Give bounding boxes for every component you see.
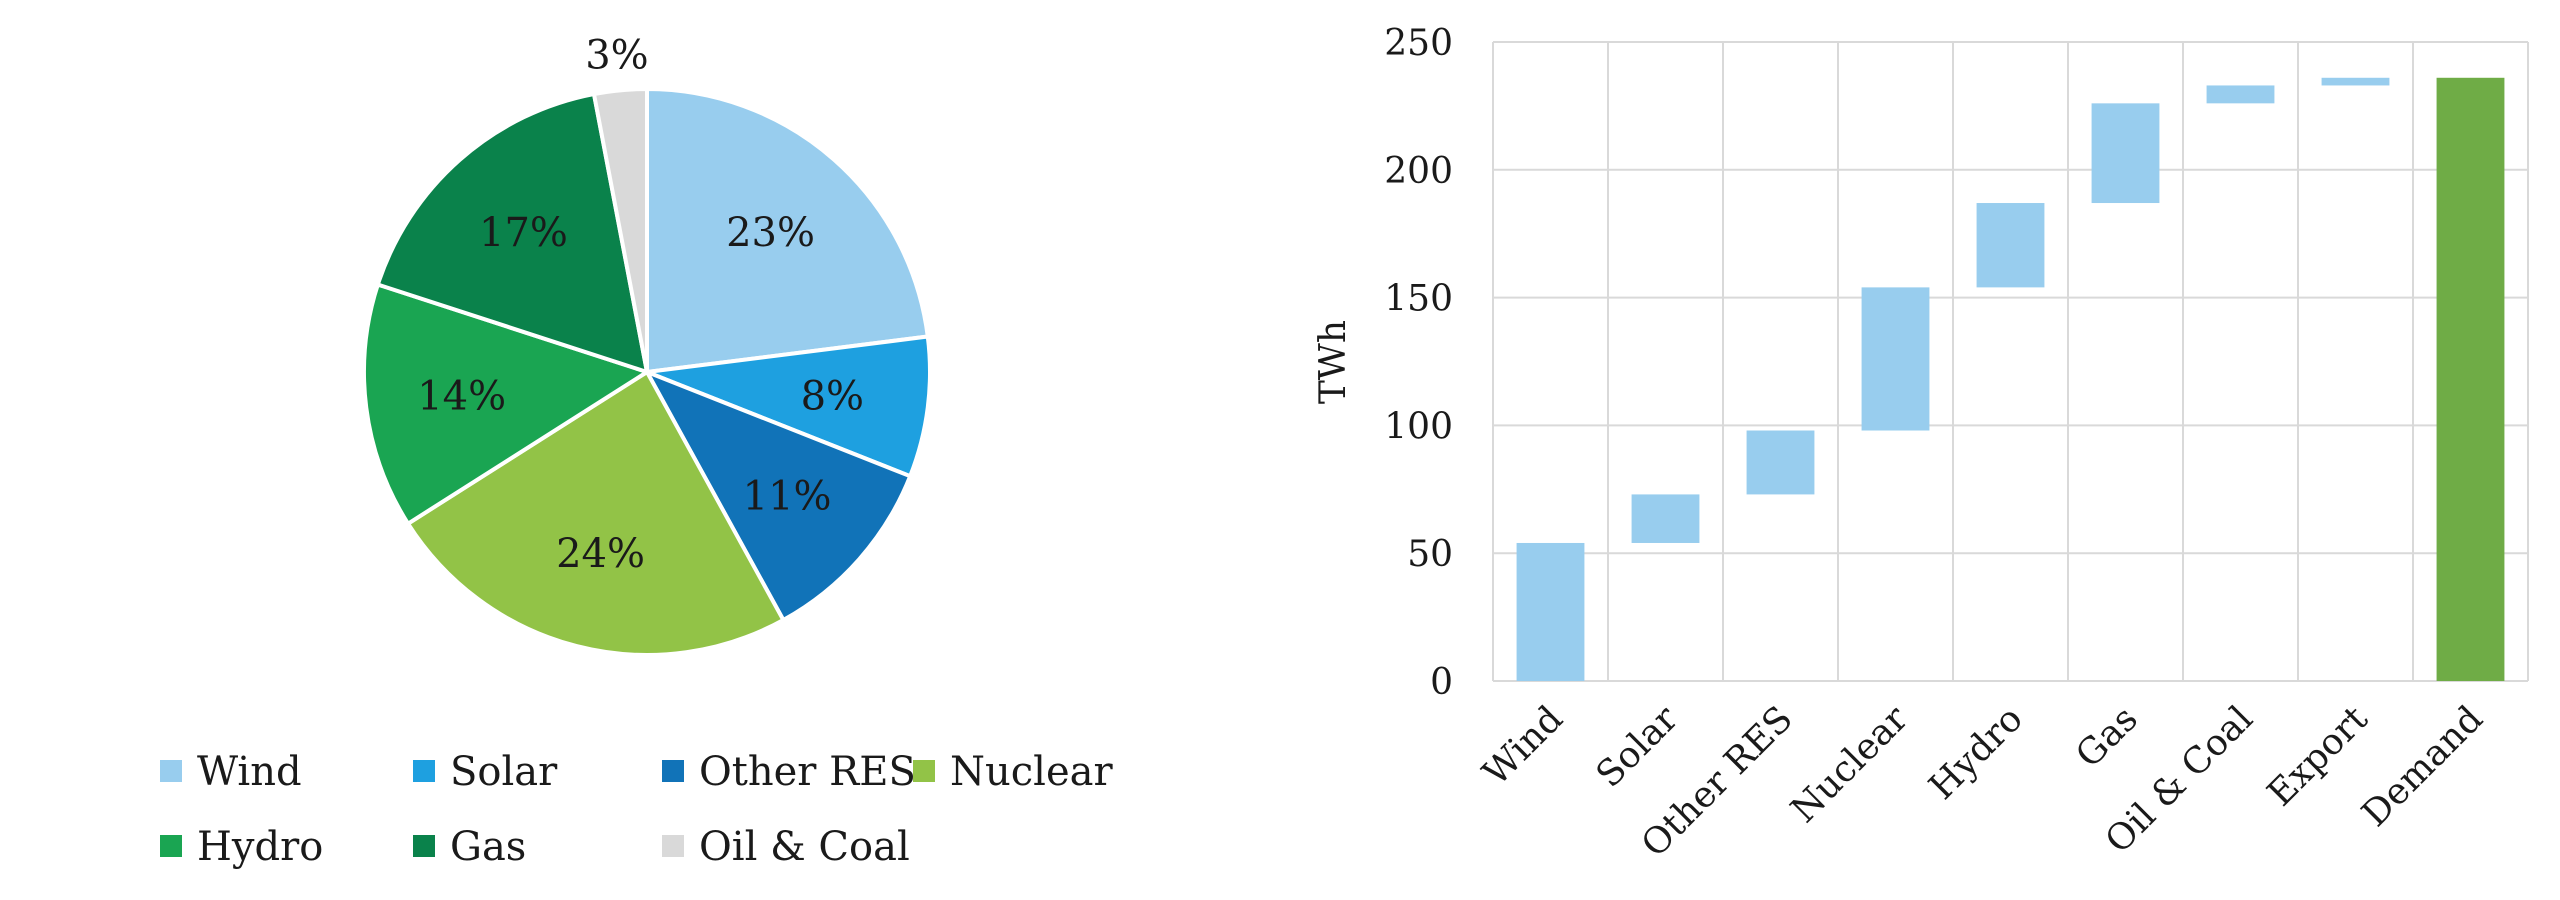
legend-label-other-res: Other RES (699, 749, 916, 795)
bar-export (2321, 77, 2390, 86)
bar-demand (2436, 77, 2505, 681)
legend-label-nuclear: Nuclear (950, 749, 1113, 795)
pie-chart: 23% 8% 11% 24% 14% 17% 3% Wind Solar Other RES Nu… (160, 32, 1113, 870)
pie-chart-panel: 23% 8% 11% 24% 14% 17% 3% Wind Solar Other RES Nu… (160, 32, 1113, 870)
bar-wind (1516, 542, 1585, 681)
legend-label-wind: Wind (197, 749, 302, 795)
y-axis-title: TWh (1313, 320, 1354, 404)
pie-slice-other-res (642, 368, 913, 623)
pie-slice-oil-and-coal (591, 86, 649, 373)
x-tick-label-export: Export (2260, 698, 2376, 814)
legend-label-oil-and-coal: Oil & Coal (699, 824, 910, 870)
pie-label-nuclear: 24% (556, 531, 645, 577)
x-tick-label-wind: Wind (1475, 698, 1571, 794)
x-tick-label-demand: Demand (2354, 698, 2490, 834)
bar-hydro (1976, 203, 2045, 288)
y-tick-label: 100 (1384, 406, 1453, 447)
waterfall-chart-panel: 0 50 100 150 200 250 Wind Solar Other RES Nuclea… (1300, 0, 2560, 900)
x-tick-label-nuclear: Nuclear (1783, 698, 1916, 831)
legend-swatch-other-res (662, 760, 684, 782)
legend-label-solar: Solar (450, 749, 558, 795)
legend-swatch-hydro (160, 835, 182, 857)
legend-swatch-nuclear (913, 760, 935, 782)
x-tick-label-gas: Gas (2068, 698, 2146, 776)
legend-swatch-gas (413, 835, 435, 857)
legend-swatch-solar (413, 760, 435, 782)
bar-nuclear (1861, 287, 1930, 431)
bar-solar (1631, 494, 1700, 543)
pie-label-other-res: 11% (743, 474, 832, 520)
pie-slice-nuclear (405, 369, 787, 657)
pie-slice-solar (646, 334, 932, 479)
pie-label-solar: 8% (801, 373, 864, 419)
legend-swatch-wind (160, 760, 182, 782)
pie-slice-gas (375, 91, 650, 375)
y-tick-label: 50 (1407, 534, 1453, 575)
pie-label-wind: 23% (726, 210, 815, 256)
bar-oil-and-coal (2206, 85, 2275, 104)
legend-label-gas: Gas (450, 824, 526, 870)
y-tick-label: 200 (1384, 151, 1453, 192)
pie-slice-wind (645, 86, 931, 375)
bar-other-res (1746, 430, 1815, 495)
legend-label-hydro: Hydro (197, 824, 323, 870)
legend-swatch-oil-and-coal (662, 835, 684, 857)
y-tick-label: 250 (1384, 23, 1453, 64)
pie-label-oil-and-coal: 3% (585, 32, 648, 78)
x-tick-label-hydro: Hydro (1921, 698, 2030, 807)
pie-label-hydro: 14% (417, 373, 506, 419)
pie-slice-hydro (362, 282, 652, 527)
pie-label-gas: 17% (479, 210, 568, 256)
x-tick-label-solar: Solar (1589, 698, 1687, 796)
bar-gas (2091, 103, 2160, 204)
y-tick-label: 0 (1430, 662, 1453, 703)
y-tick-label: 150 (1384, 279, 1453, 320)
